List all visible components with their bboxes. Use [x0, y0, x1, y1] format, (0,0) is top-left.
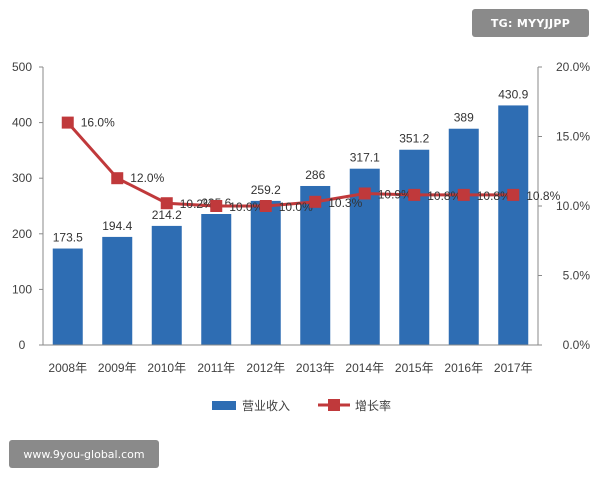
bar-value-label: 259.2 — [251, 183, 281, 197]
x-tick-label: 2016年 — [444, 361, 483, 375]
right-tick-label: 0.0% — [563, 338, 591, 352]
x-tick-label: 2012年 — [246, 361, 285, 375]
x-tick-label: 2011年 — [197, 361, 235, 375]
bar-series: 173.5194.4214.2235.6259.2286317.1351.238… — [53, 87, 529, 345]
line-marker — [408, 188, 421, 201]
line-marker — [210, 200, 223, 212]
x-axis: 2008年 2009年 2010年 2011年 2012年 2013年 2014年 2015年… — [43, 344, 538, 375]
x-tick-label: 2010年 — [147, 361, 186, 375]
right-tick-label: 5.0% — [563, 269, 591, 283]
bar-value-label: 351.2 — [399, 132, 429, 146]
x-tick-label: 2014年 — [345, 361, 384, 375]
x-tick-label: 2017年 — [494, 361, 533, 375]
right-tick-label: 10.0% — [556, 199, 590, 213]
legend: 营业收入 增长率 — [212, 398, 391, 413]
left-tick-label: 500 — [12, 60, 32, 74]
watermark-top-right: TG: MYYJJPP — [472, 9, 589, 37]
x-tick-label: 2009年 — [98, 361, 137, 375]
bar — [102, 236, 133, 345]
legend-line-label: 增长率 — [355, 398, 391, 413]
x-tick-label: 2015年 — [395, 361, 434, 375]
line-value-label: 10.2% — [180, 197, 214, 211]
line-marker — [457, 188, 470, 201]
right-axis: 0.0% 5.0% 10.0% 15.0% 20.0% — [537, 60, 591, 352]
left-tick-label: 100 — [12, 282, 32, 296]
line-marker — [507, 188, 520, 201]
legend-bar-label: 营业收入 — [242, 399, 290, 413]
right-tick-label: 20.0% — [556, 60, 590, 74]
bar-value-label: 389 — [454, 111, 474, 125]
bar-value-label: 317.1 — [350, 151, 380, 165]
line-value-label: 10.8% — [526, 189, 560, 203]
bar-value-label: 286 — [305, 168, 325, 182]
line-marker — [358, 187, 371, 200]
bar — [498, 105, 529, 345]
left-tick-label: 400 — [12, 116, 32, 130]
legend-bar-swatch — [212, 401, 236, 410]
left-tick-label: 0 — [19, 338, 26, 352]
line-path — [66, 121, 514, 208]
bar-value-label: 194.4 — [102, 219, 132, 233]
bar-value-label: 430.9 — [498, 87, 528, 101]
bar — [399, 149, 430, 345]
line-series: 16.0% 12.0% 10.2% 10.0% 10.0% 10.3% 10.9% 10.8%… — [61, 116, 561, 214]
left-axis: 0 100 200 300 400 500 — [12, 60, 44, 352]
x-tick-label: 2013年 — [296, 361, 335, 375]
line-value-label: 10.3% — [328, 196, 362, 210]
line-value-label: 10.9% — [378, 187, 412, 201]
line-value-label: 16.0% — [81, 116, 115, 130]
line-marker — [61, 116, 74, 129]
bar-value-label: 173.5 — [53, 231, 83, 245]
left-tick-label: 300 — [12, 171, 32, 185]
bar — [151, 225, 182, 345]
line-marker — [309, 195, 322, 208]
line-marker — [160, 197, 173, 210]
right-tick-label: 15.0% — [556, 130, 590, 144]
bar-value-label: 214.2 — [152, 208, 182, 222]
line-value-label: 10.0% — [279, 200, 313, 214]
left-tick-label: 200 — [12, 227, 32, 241]
line-value-label: 10.8% — [477, 189, 511, 203]
bar — [300, 185, 331, 345]
bar — [250, 200, 281, 345]
line-marker — [259, 200, 272, 212]
bar — [448, 128, 479, 345]
line-value-label: 10.8% — [427, 189, 461, 203]
bar — [52, 248, 83, 345]
bar — [201, 214, 232, 345]
line-value-label: 12.0% — [130, 171, 164, 185]
line-value-label: 10.0% — [229, 200, 263, 214]
x-tick-label: 2008年 — [48, 361, 87, 375]
watermark-bottom-left: www.9you-global.com — [9, 440, 159, 468]
line-marker — [111, 172, 124, 185]
legend-line-marker — [328, 399, 340, 411]
